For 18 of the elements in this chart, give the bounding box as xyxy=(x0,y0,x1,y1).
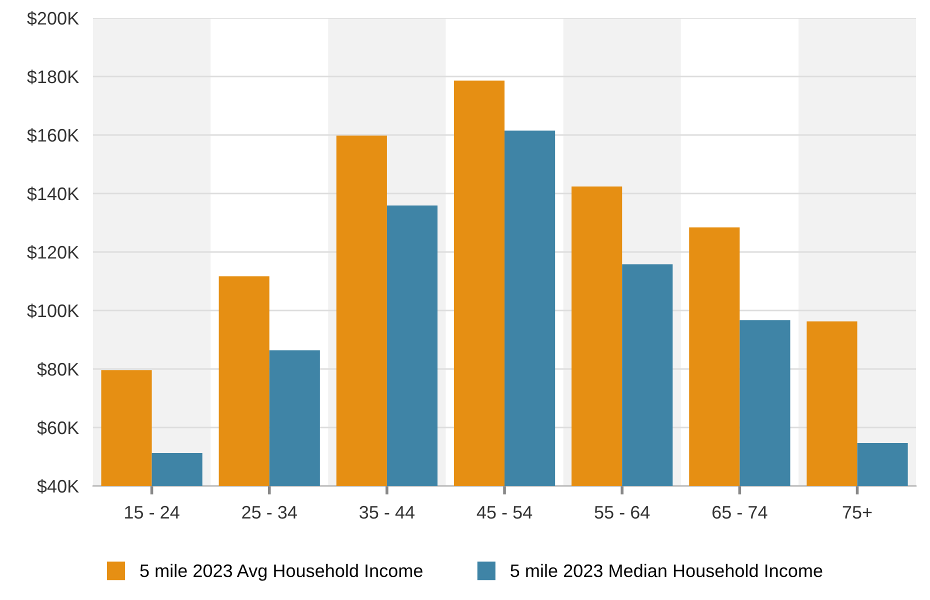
x-tick-label: 45 - 54 xyxy=(476,506,532,519)
y-tick-label: $40K xyxy=(37,479,79,494)
y-tick-label: $120K xyxy=(27,245,79,260)
y-tick-label: $160K xyxy=(27,128,79,143)
y-tick-label: $140K xyxy=(27,186,79,202)
y-tick-label: $80K xyxy=(37,362,79,377)
y-tick-label: $180K xyxy=(27,70,79,84)
x-tick-label: 35 - 44 xyxy=(360,506,415,519)
y-tick-label: $200K xyxy=(27,11,79,26)
legend-label: 5 mile 2023 Avg Household Income xyxy=(140,564,422,581)
y-tick-label: $100K xyxy=(27,304,79,318)
x-tick-label: 75+ xyxy=(842,506,872,519)
y-tick-label: $60K xyxy=(37,420,79,436)
legend-label: 5 mile 2023 Median Household Income xyxy=(510,564,822,578)
x-tick-label: 15 - 24 xyxy=(125,506,180,519)
x-tick-label: 55 - 64 xyxy=(594,506,650,519)
x-tick-label: 25 - 34 xyxy=(242,506,297,519)
x-tick-label: 65 - 74 xyxy=(712,506,768,519)
